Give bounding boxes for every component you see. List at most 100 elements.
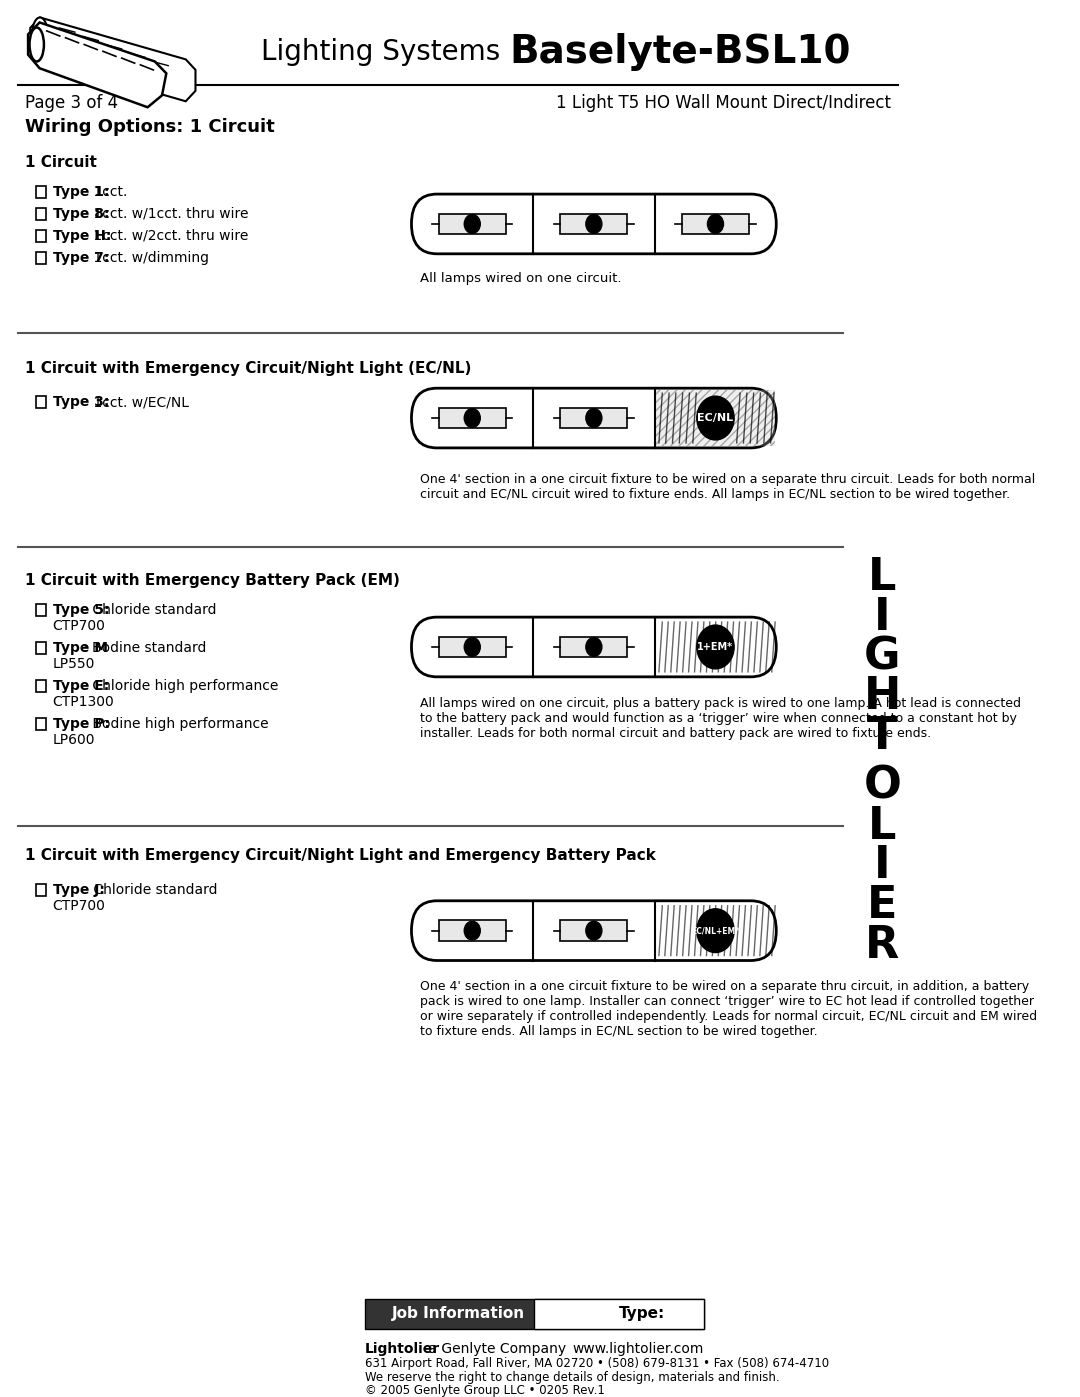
Text: T: T <box>867 715 897 759</box>
Text: We reserve the right to change details of design, materials and finish.: We reserve the right to change details o… <box>365 1370 780 1384</box>
Text: Type:: Type: <box>619 1306 665 1322</box>
Text: Type 5:: Type 5: <box>53 604 109 617</box>
Text: CTP1300: CTP1300 <box>53 694 114 708</box>
Bar <box>36 186 45 198</box>
Circle shape <box>697 397 734 440</box>
Text: Baselyte-BSL10: Baselyte-BSL10 <box>509 32 851 71</box>
Bar <box>36 718 45 729</box>
Text: Lightolier: Lightolier <box>365 1341 440 1355</box>
Circle shape <box>464 409 481 427</box>
Text: 1cct. w/2cct. thru wire: 1cct. w/2cct. thru wire <box>90 229 248 243</box>
Text: a Genlyte Company: a Genlyte Company <box>424 1341 566 1355</box>
Text: I: I <box>874 844 891 887</box>
Text: LP550: LP550 <box>53 657 95 671</box>
Bar <box>561 214 627 235</box>
Bar <box>36 397 45 408</box>
Text: Lighting Systems: Lighting Systems <box>261 38 509 66</box>
Text: Type 8:: Type 8: <box>53 207 109 221</box>
Text: Job Information: Job Information <box>392 1306 525 1322</box>
Circle shape <box>585 409 602 427</box>
Text: Type E:: Type E: <box>53 679 109 693</box>
Bar <box>438 637 505 658</box>
Text: 1 Light T5 HO Wall Mount Direct/Indirect: 1 Light T5 HO Wall Mount Direct/Indirect <box>556 94 891 112</box>
Circle shape <box>697 624 734 669</box>
Bar <box>36 208 45 219</box>
Bar <box>535 1299 704 1329</box>
Text: Type 1:: Type 1: <box>53 184 109 200</box>
Text: 1+EM*: 1+EM* <box>698 643 733 652</box>
Text: O: O <box>863 764 901 807</box>
Text: Type H:: Type H: <box>53 229 111 243</box>
Polygon shape <box>28 22 166 108</box>
Bar <box>438 921 505 942</box>
Bar <box>438 214 505 235</box>
Text: All lamps wired on one circuit.: All lamps wired on one circuit. <box>420 272 621 285</box>
Text: Wiring Options: 1 Circuit: Wiring Options: 1 Circuit <box>26 119 275 137</box>
FancyBboxPatch shape <box>411 388 777 448</box>
Text: 1cct. w/dimming: 1cct. w/dimming <box>90 251 210 265</box>
Text: Page 3 of 4: Page 3 of 4 <box>26 94 119 112</box>
Text: Bodine high performance: Bodine high performance <box>89 717 269 731</box>
Text: 1cct.: 1cct. <box>90 184 127 200</box>
Bar <box>561 921 627 942</box>
FancyBboxPatch shape <box>411 617 777 676</box>
FancyBboxPatch shape <box>411 901 777 961</box>
Text: Type M: Type M <box>53 641 108 655</box>
Text: G: G <box>864 636 901 679</box>
Text: Type J:: Type J: <box>53 883 105 897</box>
Polygon shape <box>30 17 195 101</box>
Circle shape <box>464 215 481 233</box>
Circle shape <box>585 921 602 940</box>
Text: Type P:: Type P: <box>53 717 109 731</box>
Bar <box>36 251 45 264</box>
Text: : Bodine standard: : Bodine standard <box>83 641 206 655</box>
Bar <box>438 408 505 429</box>
Bar <box>36 604 45 616</box>
Ellipse shape <box>32 17 48 50</box>
Circle shape <box>697 909 734 953</box>
Bar <box>561 637 627 658</box>
Text: Chloride high performance: Chloride high performance <box>89 679 279 693</box>
Text: Type 7:: Type 7: <box>53 251 109 265</box>
Text: 1 Circuit with Emergency Circuit/Night Light (EC/NL): 1 Circuit with Emergency Circuit/Night L… <box>26 360 472 376</box>
Text: LP600: LP600 <box>53 732 95 746</box>
Bar <box>365 1299 704 1329</box>
Bar <box>36 884 45 895</box>
Bar <box>657 390 774 446</box>
Text: © 2005 Genlyte Group LLC • 0205 Rev.1: © 2005 Genlyte Group LLC • 0205 Rev.1 <box>365 1384 605 1397</box>
Bar <box>36 680 45 692</box>
Text: Type 3:: Type 3: <box>53 395 109 409</box>
Text: Chloride standard: Chloride standard <box>90 883 218 897</box>
Bar <box>683 214 748 235</box>
Text: 1 Circuit with Emergency Circuit/Night Light and Emergency Battery Pack: 1 Circuit with Emergency Circuit/Night L… <box>26 848 657 863</box>
Text: One 4' section in a one circuit fixture to be wired on a separate thru circuit. : One 4' section in a one circuit fixture … <box>420 472 1036 500</box>
Text: EC/NL: EC/NL <box>698 414 733 423</box>
Text: CTP700: CTP700 <box>53 619 106 633</box>
Text: L: L <box>868 805 896 848</box>
Bar <box>36 231 45 242</box>
Circle shape <box>707 215 724 233</box>
Text: www.lightolier.com: www.lightolier.com <box>572 1341 704 1355</box>
Text: R: R <box>865 923 900 967</box>
Circle shape <box>585 215 602 233</box>
Text: All lamps wired on one circuit, plus a battery pack is wired to one lamp. A hot : All lamps wired on one circuit, plus a b… <box>420 697 1021 740</box>
Text: E: E <box>867 884 897 928</box>
Text: One 4' section in a one circuit fixture to be wired on a separate thru circuit, : One 4' section in a one circuit fixture … <box>420 981 1037 1038</box>
Text: 631 Airport Road, Fall River, MA 02720 • (508) 679-8131 • Fax (508) 674-4710: 631 Airport Road, Fall River, MA 02720 •… <box>365 1356 829 1370</box>
Text: L: L <box>868 556 896 599</box>
Circle shape <box>464 637 481 657</box>
Text: EC/NL+EM*: EC/NL+EM* <box>691 926 740 935</box>
Circle shape <box>464 921 481 940</box>
Bar <box>36 643 45 654</box>
Text: 1cct. w/EC/NL: 1cct. w/EC/NL <box>90 395 189 409</box>
FancyBboxPatch shape <box>411 194 777 254</box>
Text: 1 Circuit: 1 Circuit <box>26 155 97 170</box>
Circle shape <box>585 637 602 657</box>
Text: Chloride standard: Chloride standard <box>89 604 217 617</box>
Text: 1cct. w/1cct. thru wire: 1cct. w/1cct. thru wire <box>90 207 248 221</box>
Text: H: H <box>864 675 901 718</box>
Bar <box>561 408 627 429</box>
Text: I: I <box>874 595 891 638</box>
Text: CTP700: CTP700 <box>53 898 106 912</box>
Ellipse shape <box>29 28 44 61</box>
